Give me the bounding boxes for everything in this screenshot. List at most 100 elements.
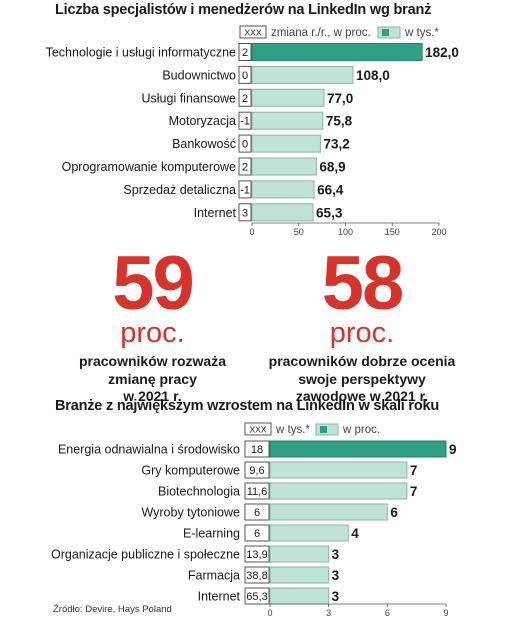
chart1-category-label: Technologie i usługi informatyczne bbox=[46, 46, 236, 60]
chart2-bar bbox=[269, 566, 330, 584]
chart1-box-change bbox=[238, 111, 252, 130]
chart2-box-value: 11,6 bbox=[247, 486, 268, 498]
stat-career-outlook-number: 58 bbox=[321, 241, 405, 326]
chart1-box-change bbox=[238, 203, 252, 222]
chart2-box-value: 6 bbox=[254, 507, 260, 519]
chart2-value-label: 7 bbox=[410, 463, 418, 478]
chart2-x-tick-label: 6 bbox=[385, 608, 390, 618]
chart1-legend-highlight-swatch bbox=[382, 29, 389, 36]
chart2-category-label: Organizacje publiczne i społeczne bbox=[51, 548, 240, 562]
chart2-category-label: Internet bbox=[198, 590, 241, 604]
chart2-value-label: 3 bbox=[332, 547, 340, 562]
chart2-box-count bbox=[244, 440, 270, 458]
chart1-box-value: 2 bbox=[242, 162, 248, 174]
chart2-bar bbox=[269, 524, 349, 542]
chart1-box-change bbox=[238, 157, 252, 176]
chart1-box-change bbox=[238, 43, 252, 61]
chart1-value-label: 75,8 bbox=[326, 114, 353, 129]
chart2-category-label: Gry komputerowe bbox=[141, 464, 240, 478]
chart1-bar bbox=[251, 203, 314, 222]
chart1-category-label: Usługi finansowe bbox=[142, 91, 237, 105]
chart2-box-count bbox=[244, 482, 270, 500]
chart2-value-label: 4 bbox=[351, 526, 359, 541]
chart2-category-label: E-learning bbox=[183, 527, 240, 541]
chart2-legend-highlight-swatch bbox=[320, 426, 327, 433]
chart2-box-count bbox=[244, 503, 270, 521]
chart1-value-label: 66,4 bbox=[317, 182, 344, 197]
chart1-legend-box bbox=[239, 25, 267, 39]
chart1-x-tick-label: 200 bbox=[431, 227, 446, 237]
chart2-value-label: 3 bbox=[332, 568, 340, 583]
chart2-box-count bbox=[244, 587, 270, 605]
chart2-box-value: 38,8 bbox=[246, 570, 267, 582]
chart2-value-label: 7 bbox=[410, 484, 418, 499]
chart2-bar bbox=[269, 587, 330, 605]
chart2-category-label: Biotechnologia bbox=[158, 485, 240, 499]
stat-change-job-number: 59 bbox=[112, 241, 195, 326]
chart2-legend-bar-text: w proc. bbox=[342, 424, 380, 436]
chart1-category-label: Motoryzacja bbox=[169, 114, 236, 128]
chart1-category-label: Internet bbox=[194, 206, 237, 220]
chart1-box-change bbox=[238, 134, 252, 153]
chart1-bar bbox=[251, 111, 324, 130]
chart1-box-value: -1 bbox=[240, 116, 250, 128]
chart2-x-tick-label: 3 bbox=[326, 608, 331, 618]
chart2-bar bbox=[269, 545, 330, 563]
chart1-box-value: -1 bbox=[240, 184, 250, 196]
chart2-box-value: 65,3 bbox=[246, 591, 267, 603]
chart1-category-label: Sprzedaż detaliczna bbox=[123, 183, 236, 197]
chart2-value-label: 9 bbox=[449, 442, 457, 457]
chart1-category-label: Budownictwo bbox=[162, 68, 236, 82]
stat-career-outlook-line-1: pracowników dobrze ocenia bbox=[268, 353, 456, 369]
chart1-bar bbox=[251, 157, 317, 176]
chart2-box-value: 13,9 bbox=[246, 549, 267, 561]
chart2-bar bbox=[269, 461, 408, 479]
chart1-box-change bbox=[238, 180, 252, 199]
chart1-bar bbox=[251, 180, 315, 199]
stat-career-outlook-line-3: zawodowe w 2021 r. bbox=[295, 388, 429, 404]
chart1-category-label: Oprogramowanie komputerowe bbox=[62, 160, 236, 174]
chart1-box-value: 0 bbox=[242, 139, 248, 151]
chart2-legend-box-text: w tys.* bbox=[275, 424, 310, 436]
chart1-bar bbox=[251, 134, 321, 153]
chart2-value-label: 6 bbox=[390, 505, 398, 520]
chart1-industry-specialists: XXX zmiana r./r., w proc. w tys.* Technolog… bbox=[46, 25, 459, 237]
chart1-value-label: 77,0 bbox=[327, 91, 353, 106]
chart2-x-tick-label: 9 bbox=[443, 608, 448, 618]
stat-change-job: 59 proc. pracowników rozważa zmianę prac… bbox=[55, 241, 250, 406]
chart1-value-label: 182,0 bbox=[425, 45, 459, 60]
chart2-box-value: 6 bbox=[254, 528, 260, 540]
stat-career-outlook-line-2: swoje perspektywy bbox=[298, 370, 426, 387]
chart1-box-value: 3 bbox=[242, 207, 248, 219]
stat-career-outlook-unit: proc. bbox=[329, 317, 395, 349]
chart1-value-label: 73,2 bbox=[323, 137, 349, 152]
chart1-value-label: 108,0 bbox=[356, 68, 390, 83]
chart1-category-label: Bankowość bbox=[172, 137, 236, 151]
chart2-legend-box bbox=[244, 422, 272, 436]
chart1-box-value: 2 bbox=[242, 93, 248, 105]
chart1-legend-box-label: XXX bbox=[244, 28, 261, 38]
chart2-box-value: 9,6 bbox=[249, 465, 264, 477]
chart2-box-count bbox=[244, 461, 270, 479]
chart2-bar bbox=[269, 503, 388, 521]
chart1-x-tick-label: 150 bbox=[385, 227, 400, 237]
chart2-legend-box-label: XXX bbox=[249, 425, 266, 435]
chart2-box-count bbox=[244, 524, 270, 542]
chart1-bar bbox=[251, 65, 354, 84]
chart1-x-tick-label: 0 bbox=[249, 227, 254, 237]
chart1-x-tick-label: 50 bbox=[294, 227, 304, 237]
chart2-category-label: Farmacja bbox=[188, 569, 240, 583]
chart2-box-count bbox=[244, 566, 270, 584]
chart2-value-label: 3 bbox=[332, 589, 340, 604]
stat-change-job-line-1: pracowników rozważa bbox=[78, 353, 227, 369]
chart1-value-label: 68,9 bbox=[319, 160, 345, 175]
source-note: Źródło: Devire, Hays Poland bbox=[53, 604, 172, 615]
chart1-x-tick-label: 100 bbox=[338, 227, 353, 237]
chart1-bar bbox=[251, 88, 325, 107]
chart1-legend-bar-text: w tys.* bbox=[404, 27, 439, 39]
chart2-box-count bbox=[244, 545, 270, 563]
stat-change-job-line-2: zmianę pracy bbox=[108, 370, 197, 387]
chart1-box-value: 0 bbox=[242, 70, 248, 82]
chart1-bar bbox=[251, 43, 423, 61]
